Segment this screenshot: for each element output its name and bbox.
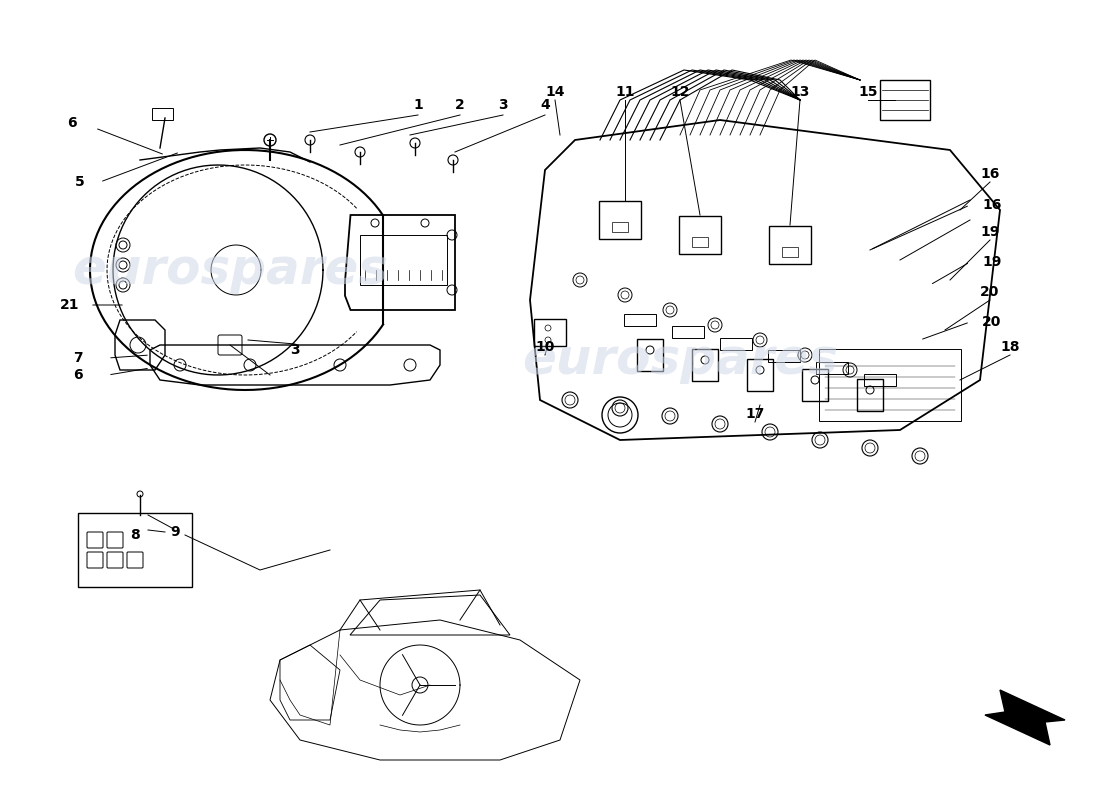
Text: 6: 6 [74,368,82,382]
Text: 16: 16 [982,198,1002,212]
Text: eurospares: eurospares [72,246,388,294]
Text: eurospares: eurospares [522,336,838,384]
Text: 6: 6 [67,116,77,130]
Text: 3: 3 [498,98,508,112]
Polygon shape [984,690,1065,745]
Text: 4: 4 [540,98,550,112]
Text: 9: 9 [170,525,179,539]
Text: 7: 7 [74,351,82,365]
Text: 17: 17 [746,407,764,421]
Text: 19: 19 [982,255,1002,269]
Text: 3: 3 [290,343,300,357]
Text: 16: 16 [980,167,1000,181]
Text: 21: 21 [60,298,79,312]
Text: 11: 11 [615,85,635,99]
Text: 20: 20 [980,285,1000,299]
Text: 8: 8 [130,528,140,542]
Text: 10: 10 [536,340,554,354]
Text: 14: 14 [546,85,564,99]
Text: 20: 20 [982,315,1002,329]
Text: 13: 13 [790,85,810,99]
Text: 15: 15 [858,85,878,99]
Text: 18: 18 [1000,340,1020,354]
Text: 1: 1 [414,98,422,112]
Text: 2: 2 [455,98,465,112]
Text: 12: 12 [670,85,690,99]
Text: 5: 5 [75,175,85,189]
Text: 19: 19 [980,225,1000,239]
